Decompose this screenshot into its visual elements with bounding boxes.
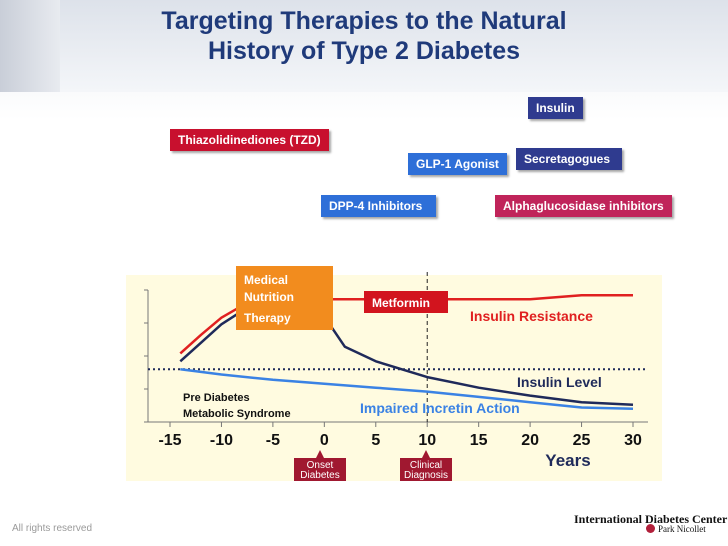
mnt-label-line-1: Medical — [244, 273, 288, 287]
prediabetes-label-line-2: Metabolic Syndrome — [183, 408, 291, 420]
therapy-tzd: Thiazolidinediones (TZD) — [170, 129, 329, 151]
organization-logo-text: International Diabetes Center — [574, 512, 728, 526]
title-band — [0, 0, 728, 92]
prediabetes-label-line-1: Pre Diabetes — [183, 392, 250, 404]
clinical-diagnosis-label-line-2: Diagnosis — [404, 470, 448, 481]
slide-title: Targeting Therapies to the Natural Histo… — [0, 6, 728, 66]
x-tick-label-30: 30 — [624, 432, 642, 449]
mnt-label-line-3: Therapy — [244, 311, 291, 325]
copyright-notice: All rights reserved — [12, 523, 93, 534]
clinical-diagnosis-marker — [400, 450, 452, 481]
title-band-edge — [0, 0, 60, 92]
onset-diabetes-label-line-2: Diabetes — [300, 470, 339, 481]
metformin-box — [364, 291, 448, 313]
therapy-alphaglucosidase: Alphaglucosidase inhibitors — [495, 195, 672, 217]
x-tick-label-15: 15 — [470, 432, 488, 449]
onset-diabetes-marker — [294, 450, 346, 481]
park-nicollet-logo-icon — [646, 524, 655, 533]
therapy-secretagogues: Secretagogues — [516, 148, 623, 170]
series-line-impaired-incretin-action — [180, 367, 634, 411]
x-tick-label--5: -5 — [266, 432, 280, 449]
incretin-action-label: Impaired Incretin Action — [360, 400, 520, 416]
mnt-label-line-2: Nutrition — [244, 290, 294, 304]
x-tick-label-10: 10 — [418, 432, 436, 449]
x-tick-label--15: -15 — [158, 432, 181, 449]
x-tick-label-25: 25 — [573, 432, 591, 449]
therapy-dpp4: DPP-4 Inhibitors — [321, 195, 437, 217]
mnt-box — [236, 266, 333, 330]
insulin-resistance-label: Insulin Resistance — [470, 308, 593, 324]
metformin-label: Metformin — [372, 296, 430, 310]
x-tick-label-0: 0 — [320, 432, 329, 449]
x-tick-label--10: -10 — [210, 432, 233, 449]
x-axis-label: Years — [545, 451, 590, 470]
therapy-insulin: Insulin — [528, 97, 583, 119]
therapy-glp1: GLP-1 Agonist — [408, 153, 507, 175]
slide-title-line-2: History of Type 2 Diabetes — [207, 37, 521, 65]
slide-title-line-1: Targeting Therapies to the Natural — [161, 7, 567, 35]
x-tick-label-20: 20 — [521, 432, 539, 449]
park-nicollet-text: Park Nicollet — [658, 524, 706, 534]
x-tick-label-5: 5 — [371, 432, 380, 449]
onset-diabetes-label-line-1: Onset — [307, 460, 334, 471]
insulin-level-label: Insulin Level — [517, 374, 602, 390]
clinical-diagnosis-label-line-1: Clinical — [410, 460, 442, 471]
